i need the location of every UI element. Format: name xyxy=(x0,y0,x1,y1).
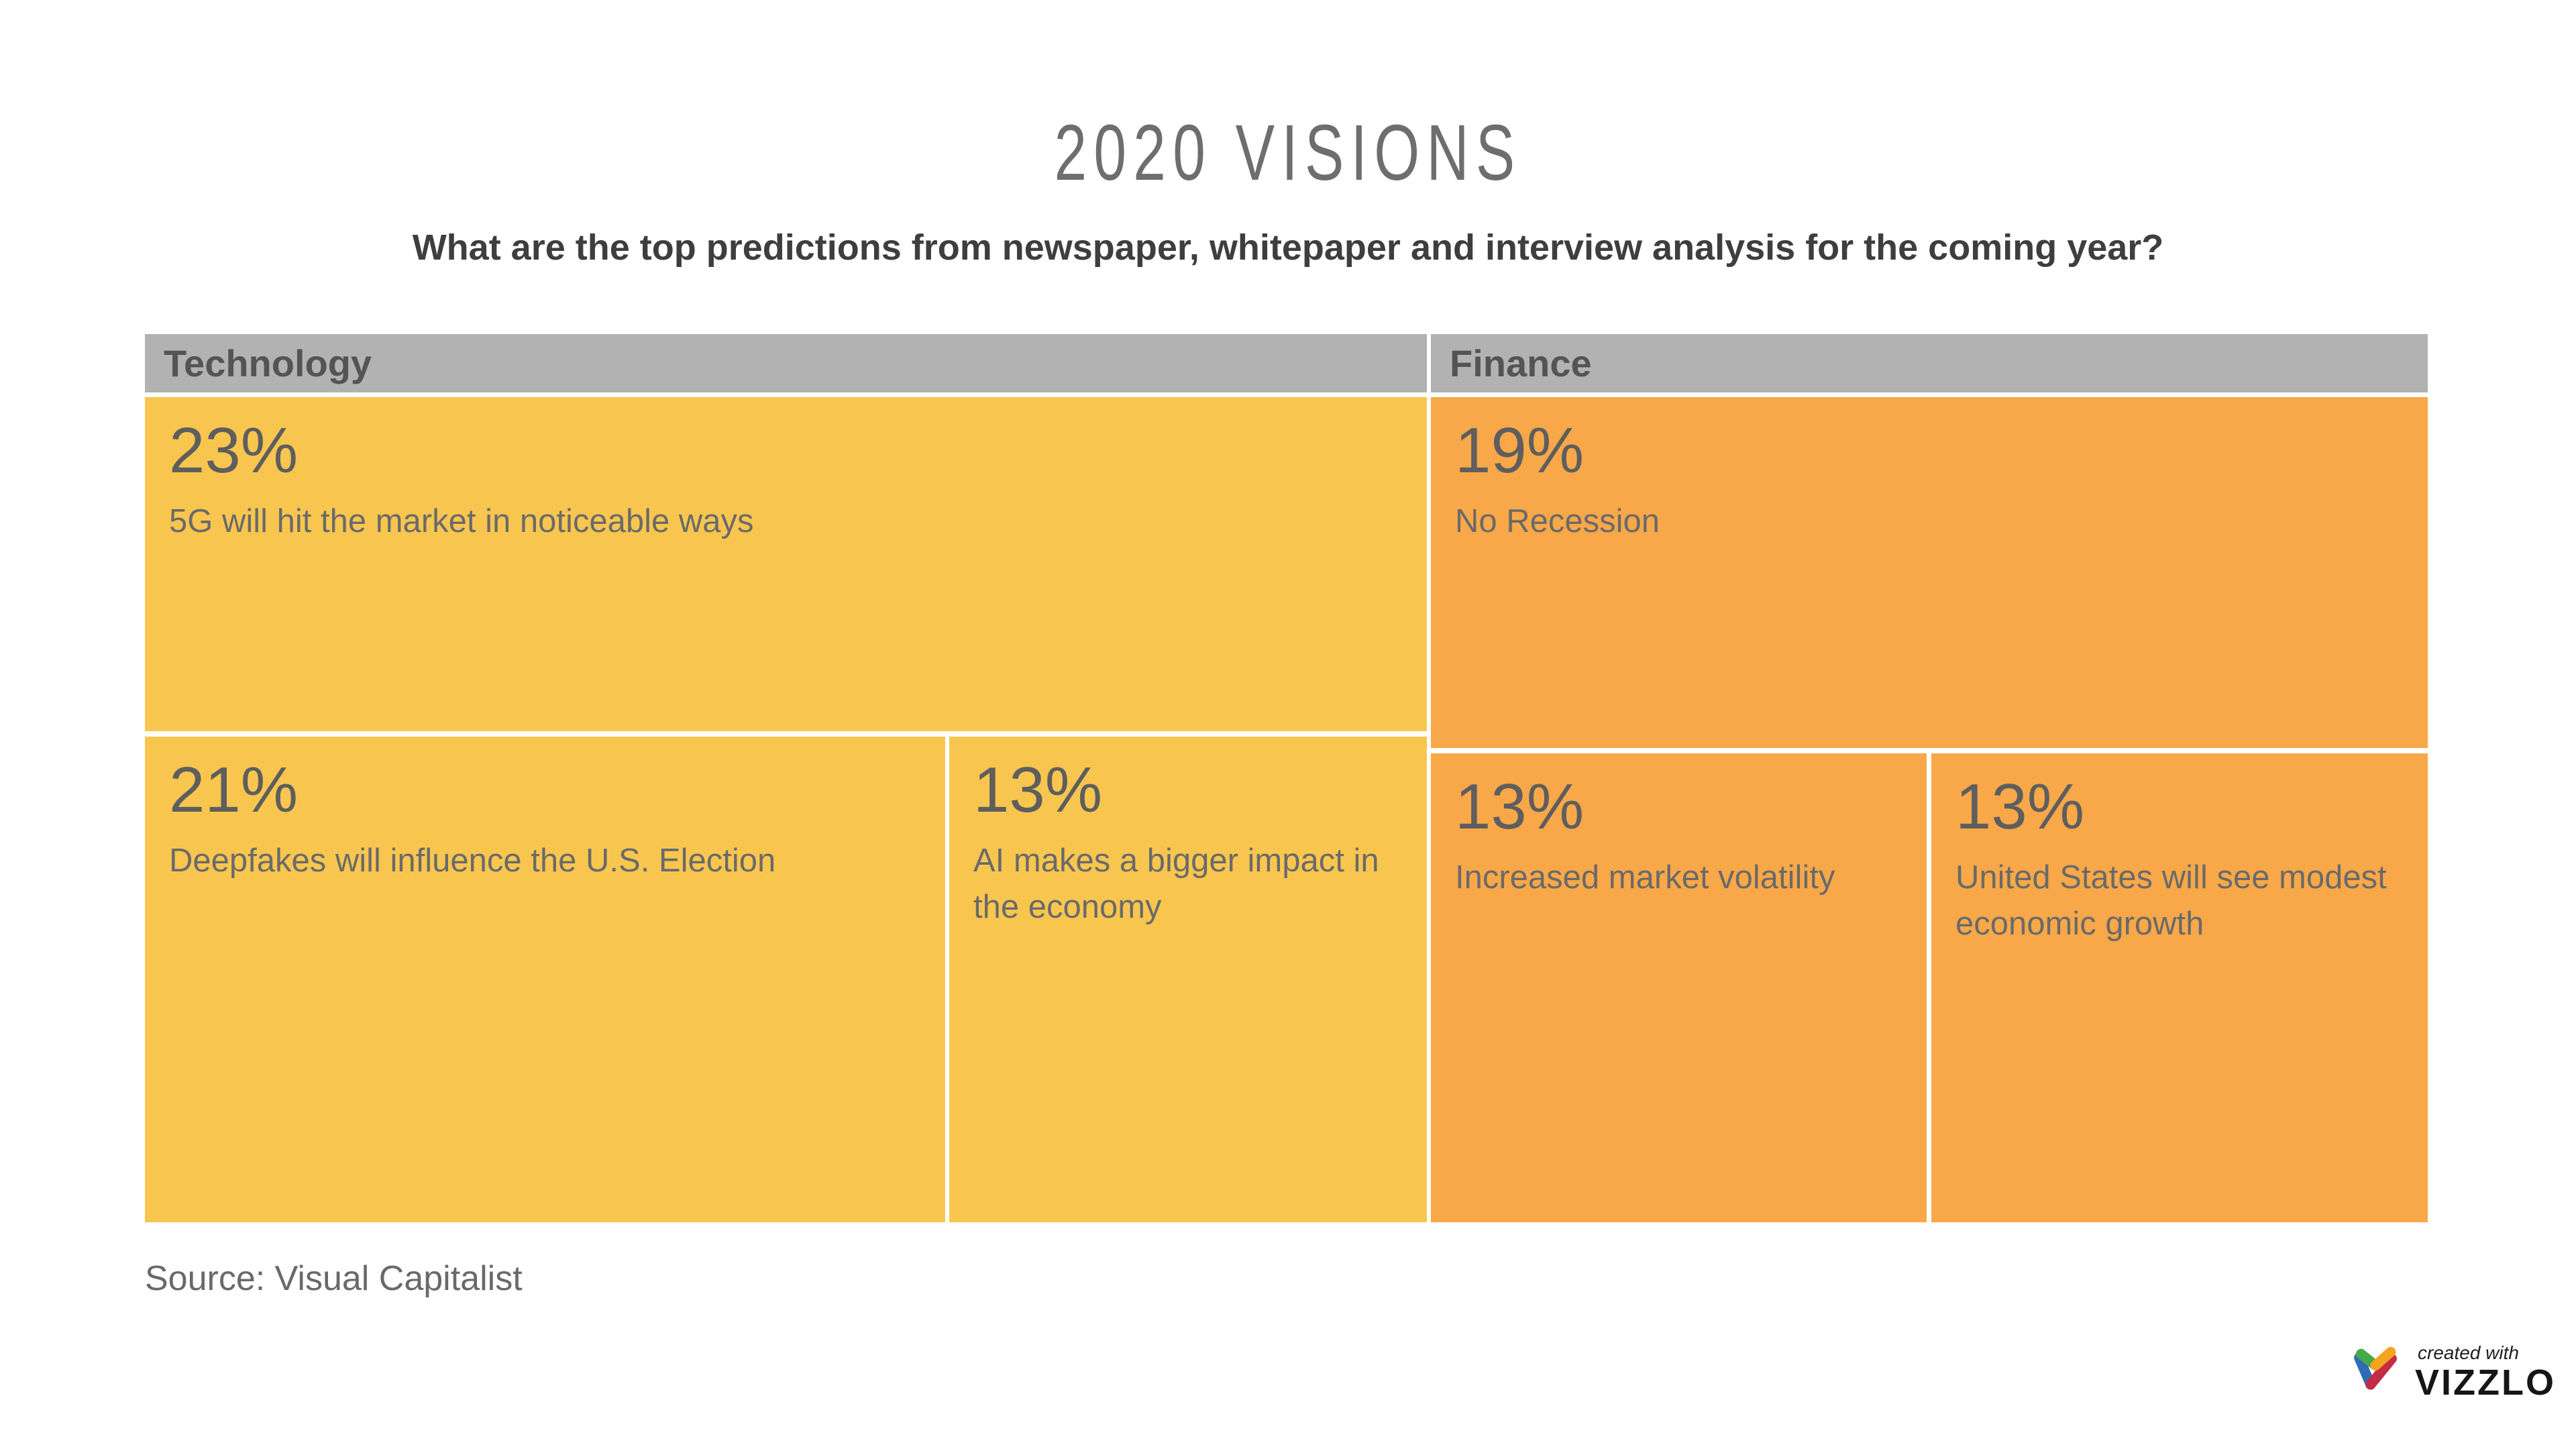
tile-finance-volatility: 13% Increased market volatility xyxy=(1431,753,1927,1222)
page-subtitle: What are the top predictions from newspa… xyxy=(412,227,2164,268)
group-header-finance: Finance xyxy=(1431,334,2428,392)
tile-finance-modest-growth: 13% United States will see modest econom… xyxy=(1931,753,2428,1222)
tile-percent: 23% xyxy=(169,415,299,486)
tile-technology-deepfakes: 21% Deepfakes will influence the U.S. El… xyxy=(145,737,945,1222)
vizzlo-wordmark: created with VIZZLO xyxy=(2415,1342,2556,1403)
tile-finance-no-recession: 19% No Recession xyxy=(1431,397,2428,748)
tile-technology-ai: 13% AI makes a bigger impact in the econ… xyxy=(949,737,1427,1222)
tile-percent: 19% xyxy=(1455,415,1585,486)
tile-percent: 13% xyxy=(1455,771,1585,843)
group-header-technology: Technology xyxy=(145,334,1427,392)
vizzlo-logo[interactable]: created with VIZZLO xyxy=(2347,1342,2556,1403)
tile-percent: 13% xyxy=(1955,771,2085,843)
created-with-label: created with xyxy=(2418,1342,2519,1363)
tile-label: Deepfakes will influence the U.S. Electi… xyxy=(169,842,776,879)
vizzlo-v-icon xyxy=(2354,1346,2397,1390)
page-title: 2020 VISIONS xyxy=(0,107,2576,199)
tile-label: 5G will hit the market in noticeable way… xyxy=(169,502,754,539)
tile-percent: 21% xyxy=(169,754,299,826)
tile-technology-5g: 23% 5G will hit the market in noticeable… xyxy=(145,397,1427,731)
tile-label: Increased market volatility xyxy=(1455,859,1835,896)
tile-percent: 13% xyxy=(973,754,1103,826)
brand-name: VIZZLO xyxy=(2415,1362,2556,1403)
tile-label: No Recession xyxy=(1455,502,1660,539)
source-note: Source: Visual Capitalist xyxy=(145,1259,523,1298)
tile-label: United States will see modest economic g… xyxy=(1955,859,2387,943)
tile-label: AI makes a bigger impact in the economy xyxy=(973,842,1379,926)
page-title-text: 2020 VISIONS xyxy=(1054,109,1522,197)
